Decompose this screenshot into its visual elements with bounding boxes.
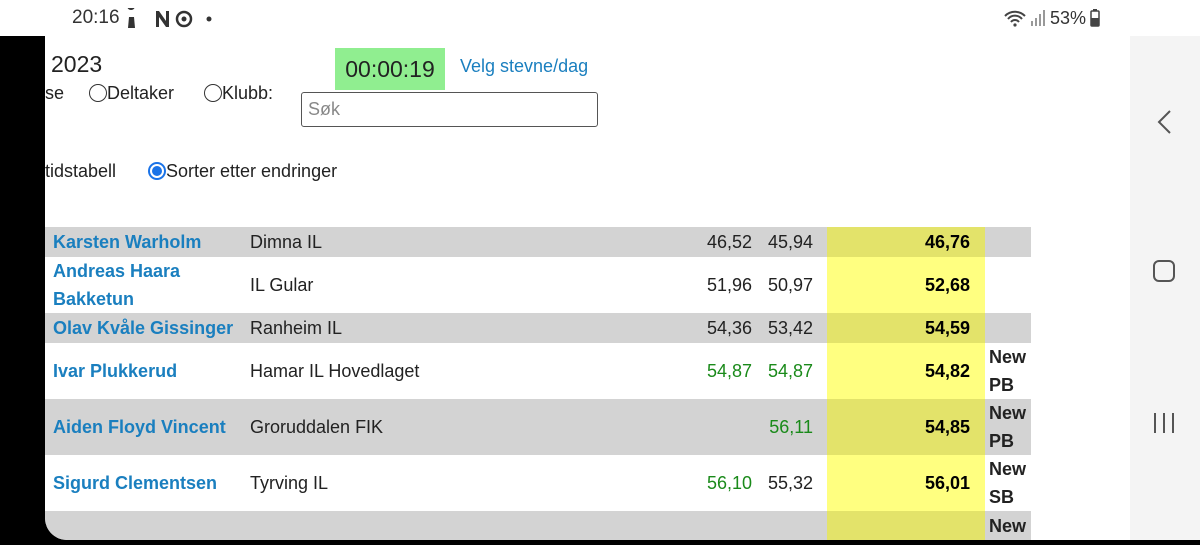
table-row: New [45, 511, 1031, 540]
table-row: Ivar Plukkerud Hamar IL Hovedlaget 54,87 54… [45, 343, 1031, 399]
battery-icon [1090, 9, 1100, 27]
sb-cell: 46,52 [700, 227, 757, 257]
sb-cell: 51,96 [706, 275, 752, 295]
web-page: 2023 00:00:19 Velg stevne/dag se Deltake… [45, 36, 1130, 540]
radio-label: Sorter etter endringer [166, 161, 338, 181]
note-cell: New [985, 511, 1031, 540]
name-cell[interactable]: Sigurd Clementsen [53, 473, 218, 493]
status-bar: 20:16 53% [0, 0, 1200, 36]
radio-option[interactable]: Sorter etter endringer [148, 161, 337, 182]
table-row: Andreas Haara Bakketun IL Gular 51,96 50,97… [45, 257, 1031, 313]
back-button[interactable] [1157, 110, 1171, 134]
table-row: Olav Kvåle Gissinger Ranheim IL 54,36 53,42… [45, 313, 1031, 343]
club-cell: Tyrving IL [250, 473, 329, 493]
sb-cell: 54,36 [700, 313, 757, 343]
year: 2023 [51, 51, 103, 77]
result-cell: 54,59 [827, 313, 985, 343]
status-icons [127, 8, 212, 28]
name-cell[interactable]: Andreas Haara Bakketun [53, 261, 181, 309]
sb-cell [700, 399, 757, 455]
search-input[interactable]: Søk [301, 92, 598, 127]
radio-label: Klubb: [222, 83, 274, 103]
result-cell [827, 511, 985, 540]
name-cell[interactable] [45, 511, 250, 540]
signal-icons [1004, 10, 1045, 27]
nav-bar [1130, 36, 1200, 540]
note-cell [985, 227, 1031, 257]
pb-cell: 54,87 [767, 361, 813, 381]
timer: 00:00:19 [335, 48, 445, 90]
battery-level: 53% [1050, 8, 1087, 28]
home-button[interactable] [1153, 260, 1175, 282]
club-cell: IL Gular [250, 275, 314, 295]
name-cell[interactable]: Ivar Plukkerud [53, 361, 178, 381]
pb-cell: 56,11 [757, 399, 827, 455]
table-row: Karsten Warholm Dimna IL 46,52 45,94 46,76 [45, 227, 1031, 257]
results-table: Karsten Warholm Dimna IL 46,52 45,94 46,76 An… [45, 227, 1031, 540]
radio-label: Deltaker [107, 83, 175, 103]
nav-icons [1153, 110, 1175, 433]
pb-cell: 50,97 [767, 275, 813, 295]
result-cell: 52,68 [827, 257, 985, 313]
note-cell: New PB [989, 347, 1027, 395]
table-row: Aiden Floyd Vincent Groruddalen FIK 56,11 5… [45, 399, 1031, 455]
name-cell[interactable]: Aiden Floyd Vincent [45, 399, 250, 455]
sb-cell: 56,10 [706, 473, 752, 493]
sort-label: tidstabell [45, 161, 117, 181]
radio-option[interactable]: Klubb: [204, 83, 273, 104]
name-cell[interactable]: Karsten Warholm [45, 227, 250, 257]
note-cell: New SB [989, 459, 1027, 507]
pb-cell: 45,94 [757, 227, 827, 257]
pb-cell: 55,32 [767, 473, 813, 493]
note-cell [985, 257, 1031, 313]
club-cell: Hamar IL Hovedlaget [250, 361, 420, 381]
result-cell: 56,01 [827, 455, 985, 511]
filter-label: se [45, 83, 65, 103]
club-cell [250, 511, 700, 540]
result-cell: 54,82 [827, 343, 985, 399]
table-row: Sigurd Clementsen Tyrving IL 56,10 55,32 56,… [45, 455, 1031, 511]
pb-cell: 53,42 [757, 313, 827, 343]
name-cell[interactable]: Olav Kvåle Gissinger [45, 313, 250, 343]
club-cell: Ranheim IL [250, 313, 700, 343]
note-cell: New PB [985, 399, 1031, 455]
sb-cell: 54,87 [706, 361, 752, 381]
sb-cell [700, 511, 757, 540]
result-cell: 46,76 [827, 227, 985, 257]
radio-option[interactable]: Deltaker [89, 83, 174, 104]
clock: 20:16 [72, 7, 120, 28]
pb-cell [757, 511, 827, 540]
recents-button[interactable] [1154, 413, 1174, 433]
note-cell [985, 313, 1031, 343]
result-cell: 54,85 [827, 399, 985, 455]
link[interactable]: Velg stevne/dag [460, 56, 589, 76]
club-cell: Dimna IL [250, 227, 700, 257]
club-cell: Groruddalen FIK [250, 399, 700, 455]
